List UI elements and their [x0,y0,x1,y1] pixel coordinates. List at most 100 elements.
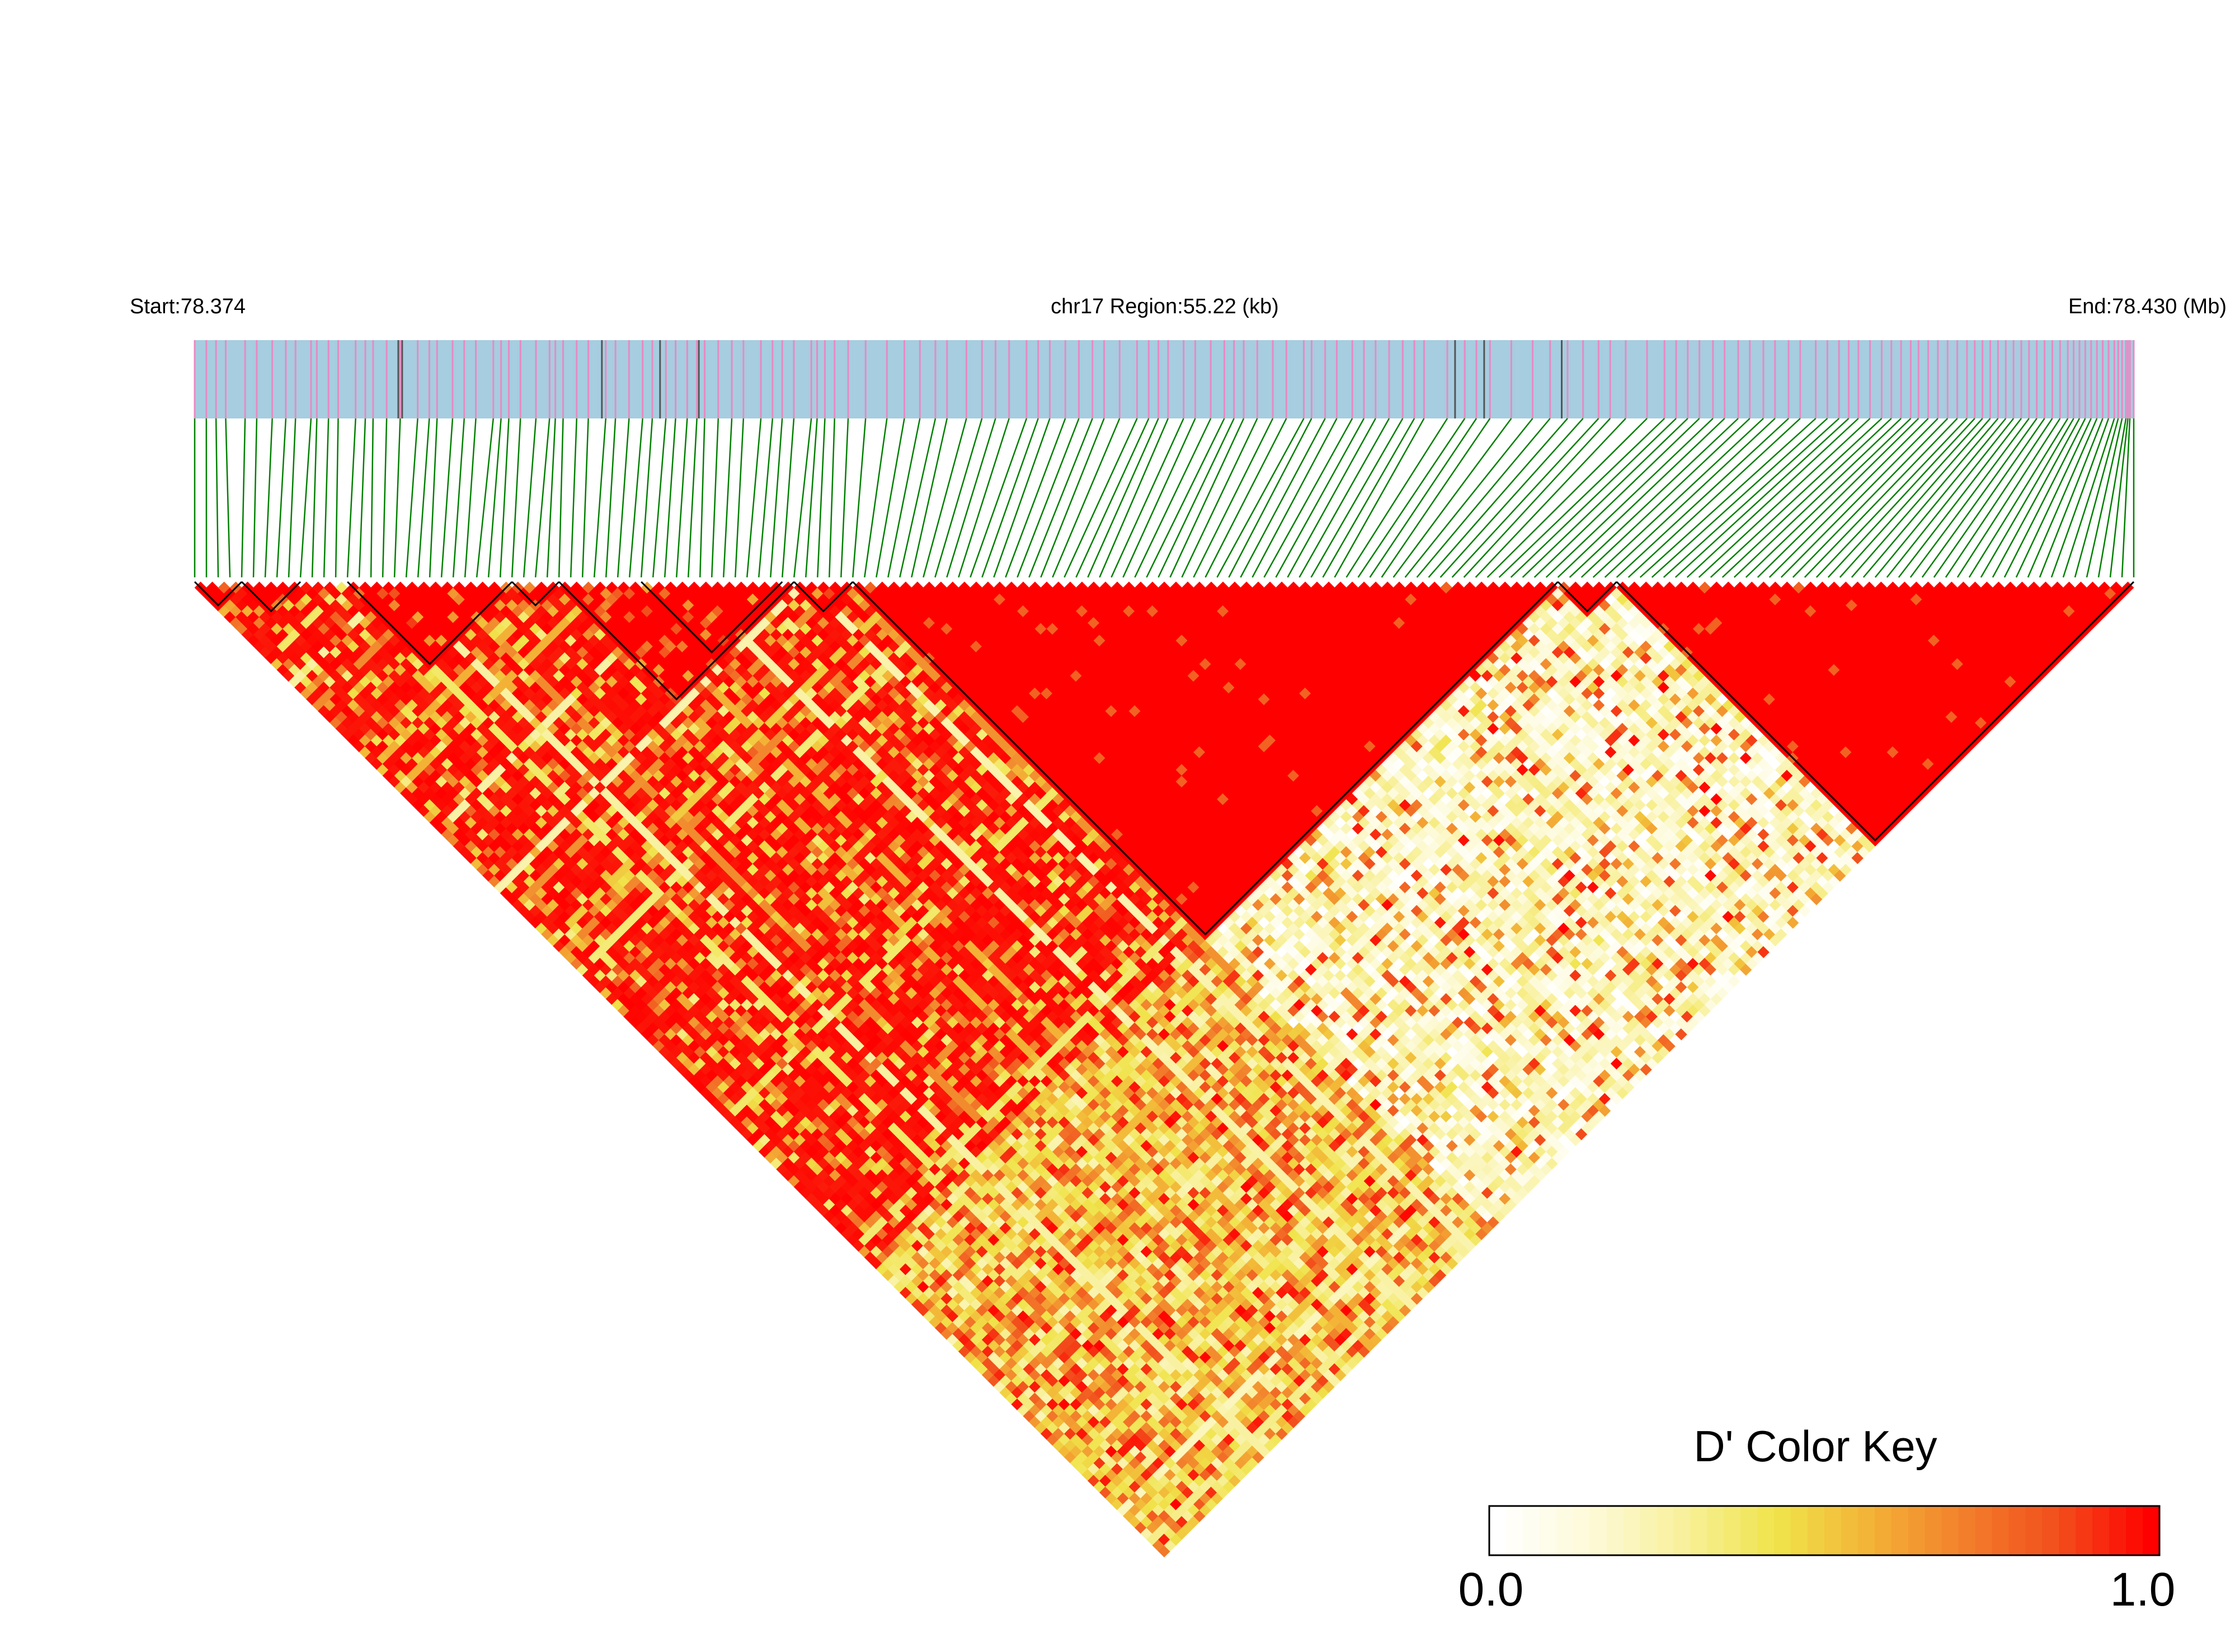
snp-connector [511,418,521,578]
snp-connector [1169,418,1245,578]
snp-connector [1592,418,1764,578]
snp-connector [417,418,430,578]
snp-connector [1040,418,1105,578]
snp-connector [370,418,374,578]
snp-connector [2027,418,2098,578]
snp-connector [993,418,1051,578]
snp-connector [758,418,774,578]
snp-connector [215,418,219,578]
snp-connector [1216,418,1305,578]
snp-connector [1463,418,1611,578]
snp-connector [1663,418,1840,578]
snp-connector [1357,418,1466,578]
snp-connector [2015,418,2092,578]
snp-connector [593,418,607,578]
snp-connector [1263,418,1353,578]
snp-connector [746,418,762,578]
snp-connector [852,418,867,578]
snp-connector [1686,418,1859,578]
snp-connector [735,418,745,578]
snp-connector [476,418,495,578]
snp-connector [840,418,849,578]
snp-connector [1099,418,1169,578]
snp-connector-lines [194,418,2135,578]
snp-connector [299,418,312,578]
snp-connector [981,418,1039,578]
snp-connector [487,418,502,578]
snp-connector [1075,418,1150,578]
snp-connector [1028,418,1093,578]
snp-connector [534,418,550,578]
snp-connector [640,418,653,578]
snp-connector [241,418,246,578]
snp-connector [440,418,454,578]
snp-connector [1052,418,1121,578]
snp-connector [276,418,287,578]
snp-connector [1087,418,1159,578]
snp-connector [1898,418,2022,578]
snp-connector [1674,418,1850,578]
snp-connector [2109,418,2129,578]
snp-connector [1275,418,1365,578]
snp-connector [1945,418,2053,578]
snp-tick-marks [194,340,2135,418]
snp-connector [688,418,698,578]
snp-connector [464,418,477,578]
snp-connector [1064,418,1138,578]
snp-connector [2050,418,2110,578]
snp-connector [358,418,366,578]
snp-connector [393,418,401,578]
snp-connector [1428,418,1568,578]
snp-connector [1921,418,2038,578]
snp-connector [2086,418,2123,578]
snp-connector [1757,418,1919,578]
snp-connector [1451,418,1599,578]
snp-connector [252,418,258,578]
snp-connector [1146,418,1225,578]
snp-connector [570,418,578,578]
snp-connector [1968,418,2069,578]
snp-connector [676,418,688,578]
snp-connector [335,418,339,578]
snp-connector [1545,418,1714,578]
snp-connector [523,418,537,578]
snp-connector [1639,418,1817,578]
snp-connector [1569,418,1739,578]
region-title-label: chr17 Region:55.22 (kb) [1051,295,1279,318]
snp-connector [1815,418,1968,578]
snp-connector [1111,418,1184,578]
snp-connector [346,418,356,578]
snp-connector [699,418,705,578]
snp-connector [2097,418,2127,578]
snp-connector [1240,418,1326,578]
snp-connector [1616,418,1789,578]
snp-connector [1980,418,2074,578]
snp-connector [1651,418,1828,578]
snp-connector [876,418,905,578]
snp-connector [864,418,888,578]
snp-connector [1334,418,1425,578]
snp-connector [1956,418,2061,578]
snp-connector [899,418,937,578]
snp-connector [1017,418,1080,578]
snp-connector [652,418,667,578]
snp-connector [934,418,983,578]
snp-connector [382,418,388,578]
exon-marks [397,340,1563,418]
snp-connector [1181,418,1258,578]
region-end-label: End:78.430 (Mb) [2068,295,2227,318]
snp-connector [546,418,556,578]
snp-connector [225,418,231,578]
snp-connector [1392,418,1512,578]
snp-connector [1381,418,1491,578]
snp-connector [1416,418,1551,578]
snp-connector [1557,418,1725,578]
snp-connector [793,418,812,578]
snp-connector [1698,418,1871,578]
snp-connector [1522,418,1688,578]
snp-connector [829,418,836,578]
snp-connector [2062,418,2115,578]
snp-connector [1768,418,1929,578]
snp-connector [1404,418,1533,578]
